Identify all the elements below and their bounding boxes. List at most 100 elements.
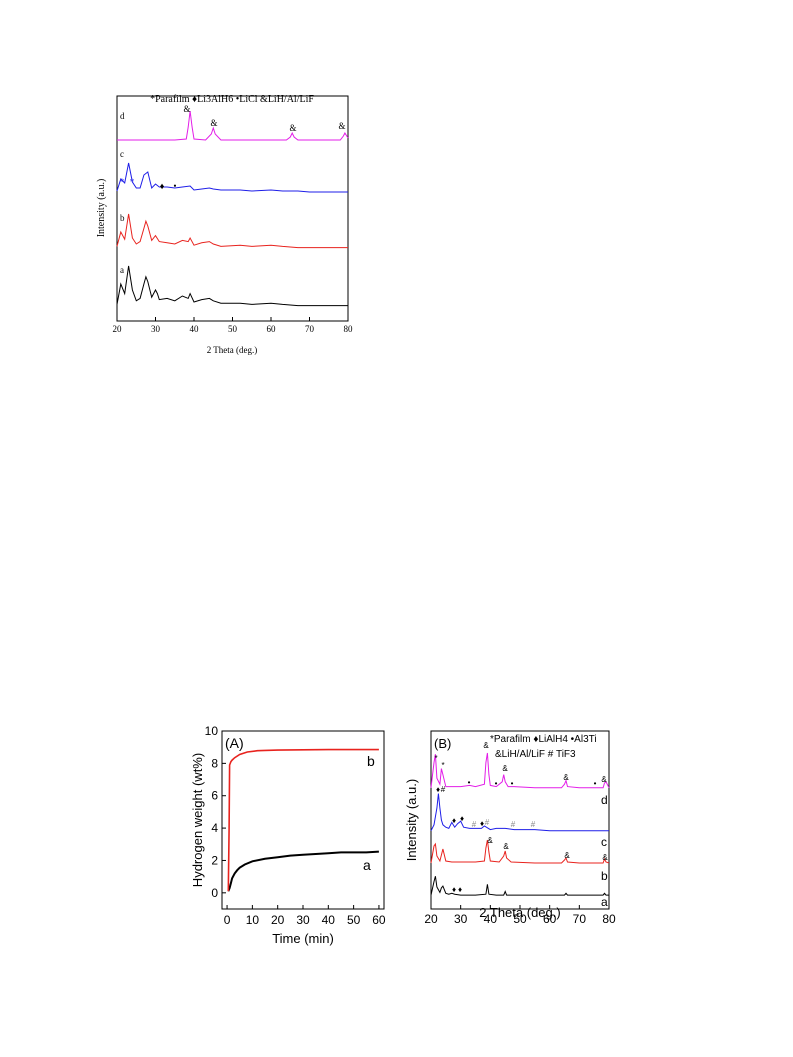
top-marker-amp-65: & bbox=[289, 123, 296, 133]
panel-a-x-tick-label-60: 60 bbox=[372, 913, 386, 927]
top-x-tick-label-50: 50 bbox=[228, 324, 238, 334]
panel-b-x-ticks: 20 30 40 50 60 70 80 bbox=[424, 905, 616, 926]
top-legend: *Parafilm ♦Li3AlH6 •LiCl &LiH/Al/LiF bbox=[150, 94, 314, 105]
panel-a-curves bbox=[227, 748, 379, 892]
panel-b-series-a bbox=[430, 876, 609, 896]
panel-a-y-tick-label-2: 2 bbox=[211, 853, 218, 867]
b-marker-dot-42: • bbox=[495, 779, 498, 788]
top-y-axis-label: Intensity (a.u.) bbox=[96, 179, 107, 238]
panel-b-x-tick-label-40: 40 bbox=[484, 912, 498, 926]
top-x-tick-label-30: 30 bbox=[151, 324, 161, 334]
b-marker-hash-23: # bbox=[441, 785, 446, 794]
top-x-tick-label-40: 40 bbox=[190, 324, 200, 334]
top-marker-diamond-31: ♦ bbox=[160, 181, 165, 191]
top-curve-label-a: a bbox=[120, 265, 124, 275]
b-marker-hash-33: # bbox=[472, 820, 477, 829]
panel-b-curves bbox=[430, 752, 610, 896]
panel-b-x-tick-label-70: 70 bbox=[573, 912, 587, 926]
top-marker-star-21: * bbox=[120, 177, 125, 187]
top-peak-markers: & & & & * * ♦ • bbox=[120, 104, 346, 191]
b-marker-star-21: * bbox=[434, 754, 437, 763]
top-marker-amp-79: & bbox=[338, 121, 345, 131]
panel-b-curve-label-c: c bbox=[601, 835, 607, 849]
b-marker-diamond-30: ♦ bbox=[460, 814, 464, 823]
b-marker-amp-39: & bbox=[483, 741, 489, 750]
top-series-a bbox=[116, 265, 348, 307]
panel-a-plot-frame bbox=[221, 730, 385, 910]
top-marker-amp-45: & bbox=[210, 118, 217, 128]
b-marker-amp-b-65: & bbox=[564, 851, 570, 860]
panel-a-series-b bbox=[227, 748, 379, 892]
b-marker-dot-47: • bbox=[511, 779, 514, 788]
panel-b-series-c bbox=[430, 793, 609, 832]
panel-a-y-tick-label-0: 0 bbox=[211, 886, 218, 900]
b-marker-diamond-22: ♦ bbox=[436, 785, 440, 794]
top-x-tick-label-20: 20 bbox=[113, 324, 123, 334]
b-marker-dot-33: • bbox=[468, 778, 471, 787]
panel-b-peak-markers: & & & & * * • • • • ♦ # ♦ ♦ # ♦ # # # & … bbox=[434, 741, 608, 894]
top-curve-label-c: c bbox=[120, 149, 124, 159]
top-curve-label-d: d bbox=[120, 111, 125, 121]
b-marker-amp-b-79: & bbox=[602, 853, 608, 862]
panel-a-label: (A) bbox=[225, 735, 244, 751]
b-marker-amp-65: & bbox=[563, 773, 569, 782]
top-xrd-chart: *Parafilm ♦Li3AlH6 •LiCl &LiH/Al/LiF 20 3… bbox=[96, 94, 353, 355]
panel-a-chart: (A) 0 10 20 30 40 50 60 0 2 4 6 8 10 Time (min) Hyd… bbox=[190, 724, 386, 946]
panel-a-x-ticks: 0 10 20 30 40 50 60 bbox=[224, 905, 386, 927]
top-series-d bbox=[117, 110, 349, 141]
panel-b-x-axis-label: 2 Theta (deg.) bbox=[479, 905, 560, 920]
panel-a-y-axis-label: Hydrogen weight (wt%) bbox=[190, 753, 205, 887]
b-marker-diamond-a-29: ♦ bbox=[458, 885, 462, 894]
top-series-c bbox=[116, 162, 348, 193]
top-curve-label-b: b bbox=[120, 213, 125, 223]
panel-a-series-a bbox=[227, 850, 379, 892]
panel-b-chart: (B) *Parafilm ♦LiAlH4 •Al3Ti &LiH/Al/LiF… bbox=[404, 730, 616, 926]
panel-a-x-tick-label-20: 20 bbox=[271, 913, 285, 927]
panel-b-curve-label-a: a bbox=[601, 895, 608, 909]
panel-a-y-tick-label-8: 8 bbox=[211, 756, 218, 770]
panel-b-series-b bbox=[430, 839, 610, 864]
top-x-tick-label-60: 60 bbox=[267, 324, 277, 334]
panel-b-series-d bbox=[430, 752, 610, 789]
top-plot-frame bbox=[116, 95, 349, 322]
panel-a-y-tick-label-6: 6 bbox=[211, 789, 218, 803]
panel-b-legend-line-2: &LiH/Al/LiF # TiF3 bbox=[495, 749, 576, 760]
panel-a-x-tick-label-50: 50 bbox=[347, 913, 361, 927]
panel-b-x-tick-label-30: 30 bbox=[454, 912, 468, 926]
panel-b-y-axis-label: Intensity (a.u.) bbox=[404, 779, 419, 861]
panel-a-x-tick-label-0: 0 bbox=[224, 913, 231, 927]
panel-b-x-tick-label-80: 80 bbox=[602, 912, 616, 926]
panel-b-curve-label-b: b bbox=[601, 869, 608, 883]
panel-b-label: (B) bbox=[434, 736, 451, 751]
panel-a-x-tick-label-10: 10 bbox=[246, 913, 260, 927]
panel-a-curve-label-b: b bbox=[367, 753, 375, 769]
panel-a-y-tick-label-10: 10 bbox=[205, 724, 219, 738]
b-marker-star-23: * bbox=[441, 761, 444, 770]
top-marker-dot-35: • bbox=[173, 181, 176, 191]
top-curves bbox=[116, 110, 349, 307]
top-x-ticks: 20 30 40 50 60 70 80 bbox=[113, 317, 354, 334]
top-x-axis-label: 2 Theta (deg.) bbox=[207, 345, 258, 355]
panel-b-x-tick-label-60: 60 bbox=[543, 912, 557, 926]
panel-b-curve-label-d: d bbox=[601, 793, 608, 807]
b-marker-dot-76: • bbox=[594, 779, 597, 788]
b-marker-amp-b-45: & bbox=[503, 842, 509, 851]
panel-a-y-ticks: 0 2 4 6 8 10 bbox=[205, 724, 226, 900]
top-x-tick-label-70: 70 bbox=[305, 324, 315, 334]
panel-a-x-tick-label-30: 30 bbox=[296, 913, 310, 927]
b-marker-diamond-a-27: ♦ bbox=[452, 885, 456, 894]
top-series-b bbox=[116, 213, 348, 249]
top-marker-amp-39: & bbox=[183, 104, 190, 114]
b-marker-amp-79: & bbox=[601, 775, 607, 784]
panel-a-x-tick-label-40: 40 bbox=[322, 913, 336, 927]
b-marker-diamond-36: ♦ bbox=[480, 819, 484, 828]
top-x-tick-label-80: 80 bbox=[344, 324, 354, 334]
b-marker-amp-45: & bbox=[502, 764, 508, 773]
panel-a-y-tick-label-4: 4 bbox=[211, 821, 218, 835]
b-marker-amp-b-39: & bbox=[487, 836, 493, 845]
panel-b-x-tick-label-50: 50 bbox=[513, 912, 527, 926]
b-marker-diamond-27: ♦ bbox=[452, 816, 456, 825]
top-marker-star-24: * bbox=[130, 177, 135, 187]
b-marker-hash-47: # bbox=[511, 820, 516, 829]
